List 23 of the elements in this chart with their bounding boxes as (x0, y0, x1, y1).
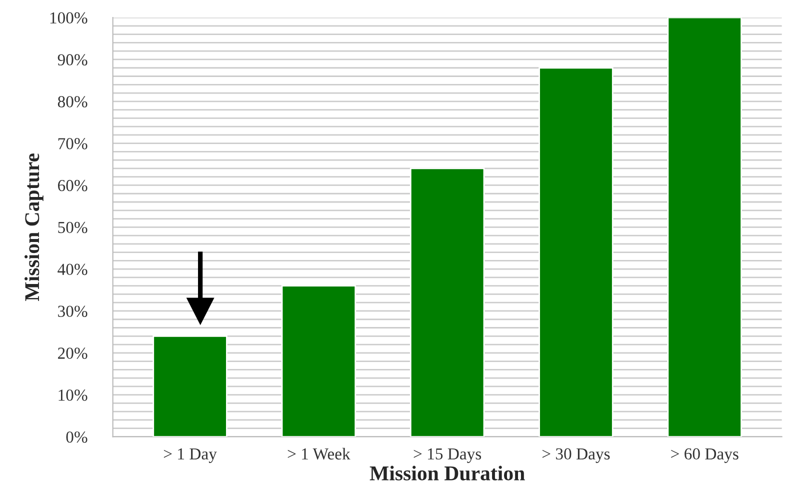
x-tick-label: > 30 Days (542, 448, 610, 463)
y-tick-label: 90% (58, 54, 88, 66)
x-tick-label: > 1 Week (288, 448, 350, 460)
x-tick-label: > 1 Day (164, 448, 217, 463)
y-tick-label: 50% (58, 222, 88, 234)
bar (538, 67, 614, 437)
x-tick-label: > 60 Days (671, 448, 738, 463)
x-axis-title: Mission Duration (370, 466, 525, 480)
bar (152, 335, 228, 437)
y-axis-title: Mission Capture (24, 154, 44, 301)
x-tick-label: > 15 Days (414, 448, 482, 463)
y-tick-label: 20% (58, 348, 88, 359)
y-tick-label: 80% (58, 96, 88, 108)
bar (410, 168, 485, 437)
y-tick-label: 60% (58, 180, 88, 192)
y-tick-label: 100% (50, 12, 88, 24)
y-tick-label: 40% (58, 264, 88, 276)
y-tick-label: 30% (58, 306, 88, 317)
bar (667, 18, 742, 437)
bar (281, 285, 356, 437)
y-tick-label: 70% (58, 138, 88, 150)
y-tick-label: 0% (66, 431, 88, 443)
y-tick-label: 10% (58, 390, 88, 401)
